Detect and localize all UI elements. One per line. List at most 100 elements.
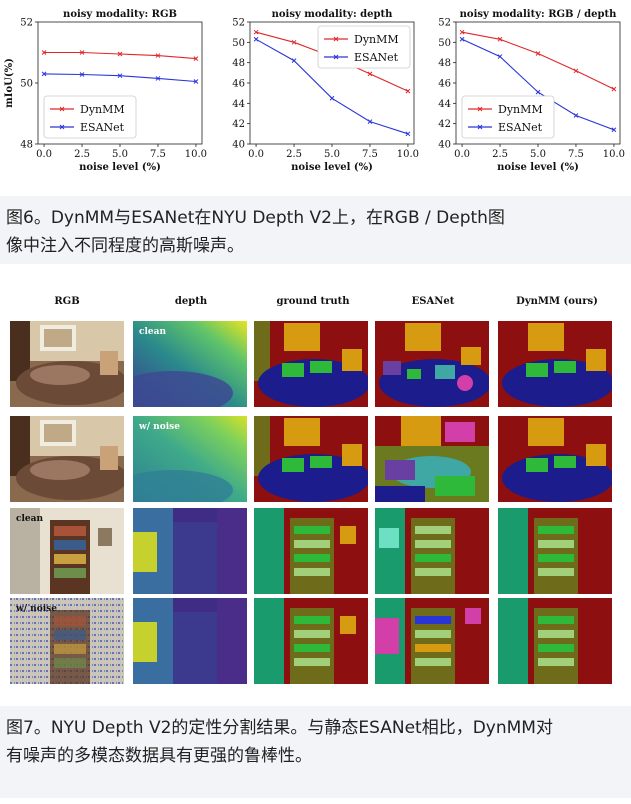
- marker-stroke: [459, 36, 465, 42]
- marker-stroke: [79, 50, 85, 55]
- image-depth-bedroom-noisy: w/ noise: [133, 416, 247, 502]
- x-tick-label: 0.0: [248, 149, 264, 160]
- segmentation-map: [498, 598, 612, 684]
- image-dynmm-bookshelf: [498, 508, 612, 594]
- x-tick-label: 5.0: [112, 149, 128, 160]
- bookshelf-photo-noisy: [10, 598, 124, 684]
- depth-map: [133, 416, 247, 502]
- legend-label: ESANet: [498, 121, 543, 134]
- y-tick-label: 46: [438, 79, 451, 90]
- depth-map: [133, 321, 247, 407]
- marker-stroke: [573, 68, 579, 74]
- data-point-dynmm: [155, 53, 161, 58]
- plot-depth-svg: noisy modality: depth 0.0 2.5 5.0 7.5 10.0 40 4…: [232, 9, 419, 173]
- column-header-esanet: ESANet: [411, 296, 455, 307]
- marker-stroke: [155, 53, 161, 58]
- marker-stroke: [193, 79, 199, 84]
- data-point-dynmm: [253, 29, 259, 35]
- marker-stroke: [405, 131, 411, 137]
- data-point-esanet: [535, 89, 541, 95]
- caption-line: 像中注入不同程度的高斯噪声。: [6, 236, 244, 256]
- image-rgb-bookshelf-clean: clean: [10, 508, 124, 594]
- image-esanet-bedroom-noisy: [375, 416, 489, 502]
- image-dynmm-bookshelf-noisy: [498, 598, 612, 684]
- x-tick-label: 10.0: [603, 149, 625, 160]
- marker-stroke: [535, 89, 541, 95]
- plot-rgb-depth-svg: noisy modality: RGB / depth 0.0 2.5 5.0 7.5 1…: [438, 9, 625, 173]
- caption-line: 有噪声的多模态数据具有更强的鲁棒性。: [6, 746, 312, 766]
- data-point-esanet: [611, 127, 617, 133]
- data-point-dynmm: [193, 56, 199, 61]
- marker-stroke: [253, 36, 259, 42]
- figure-7: RGB depth ground truth ESANet DynMM (our…: [0, 296, 631, 696]
- y-tick-label: 40: [438, 140, 451, 151]
- y-tick-label: 48: [20, 140, 33, 151]
- x-tick-label: 0.0: [36, 149, 52, 160]
- y-tick-label: 50: [20, 79, 33, 90]
- data-point-dynmm: [79, 50, 85, 55]
- data-point-dynmm: [291, 39, 297, 45]
- image-depth-bedroom-clean: clean: [133, 321, 247, 407]
- x-axis-label: noise level (%): [497, 162, 579, 173]
- series-line-dynmm: [461, 31, 615, 90]
- marker-stroke: [573, 113, 579, 118]
- y-tick-label: 44: [232, 99, 245, 110]
- column-header-rgb: RGB: [54, 296, 80, 307]
- segmentation-map: [498, 321, 612, 407]
- x-tick-label: 10.0: [185, 149, 207, 160]
- legend-marker: [333, 36, 339, 42]
- legend-marker: [59, 106, 65, 112]
- x-tick-label: 5.0: [324, 149, 340, 160]
- segmentation-map: [254, 598, 368, 684]
- data-point-dynmm: [497, 36, 503, 42]
- data-point-esanet: [573, 113, 579, 118]
- data-point-dynmm: [535, 51, 541, 56]
- data-point-esanet: [79, 72, 85, 77]
- legend-marker: [59, 124, 65, 130]
- marker-stroke: [253, 29, 259, 35]
- segmentation-map: [254, 321, 368, 407]
- plot-title: noisy modality: RGB: [63, 9, 177, 20]
- legend-label: DynMM: [354, 33, 399, 46]
- image-rgb-bookshelf-noisy: w/ noise: [10, 598, 124, 684]
- image-esanet-bookshelf-noisy: [375, 598, 489, 684]
- x-tick-label: 7.5: [568, 149, 584, 160]
- x-tick-label: 2.5: [492, 149, 508, 160]
- data-point-esanet: [405, 131, 411, 137]
- marker-stroke: [155, 76, 161, 81]
- legend-marker: [333, 54, 339, 60]
- x-tick-label: 7.5: [362, 149, 378, 160]
- marker-stroke: [611, 127, 617, 133]
- y-tick-label: 48: [232, 58, 245, 69]
- segmentation-map: [375, 508, 489, 594]
- marker-stroke: [41, 50, 47, 55]
- column-header-depth: depth: [174, 296, 208, 307]
- caption-line: 图6。DynMM与ESANet在NYU Depth V2上，在RGB / Dep…: [6, 208, 505, 228]
- legend-label: DynMM: [498, 103, 543, 116]
- bedroom-photo: [10, 416, 124, 502]
- row-tag-clean: clean: [139, 327, 166, 337]
- data-point-esanet: [117, 73, 123, 79]
- segmentation-map: [254, 508, 368, 594]
- marker-stroke: [611, 86, 617, 92]
- y-tick-label: 52: [232, 18, 245, 29]
- image-dynmm-bedroom: [498, 321, 612, 407]
- image-dynmm-bedroom-noisy: [498, 416, 612, 502]
- marker-stroke: [497, 54, 503, 59]
- y-axis-label: mIoU(%): [4, 58, 15, 108]
- x-axis-label: noise level (%): [291, 162, 373, 173]
- image-gt-bedroom: [254, 416, 368, 502]
- image-esanet-bookshelf: [375, 508, 489, 594]
- plot-title: noisy modality: depth: [272, 9, 394, 20]
- depth-map: [133, 508, 247, 594]
- plot-rgb-depth: noisy modality: RGB / depth 0.0 2.5 5.0 7.5 1…: [418, 4, 625, 182]
- marker-stroke: [367, 119, 373, 124]
- data-point-dynmm: [367, 71, 373, 77]
- image-rgb-bedroom: [10, 321, 124, 407]
- segmentation-map: [498, 416, 612, 502]
- figure-7-caption: 图7。NYU Depth V2的定性分割结果。与静态ESANet相比，DynMM…: [0, 706, 631, 798]
- image-esanet-bedroom: [375, 321, 489, 407]
- y-tick-label: 44: [438, 99, 451, 110]
- marker-stroke: [117, 51, 123, 57]
- depth-map: [133, 598, 247, 684]
